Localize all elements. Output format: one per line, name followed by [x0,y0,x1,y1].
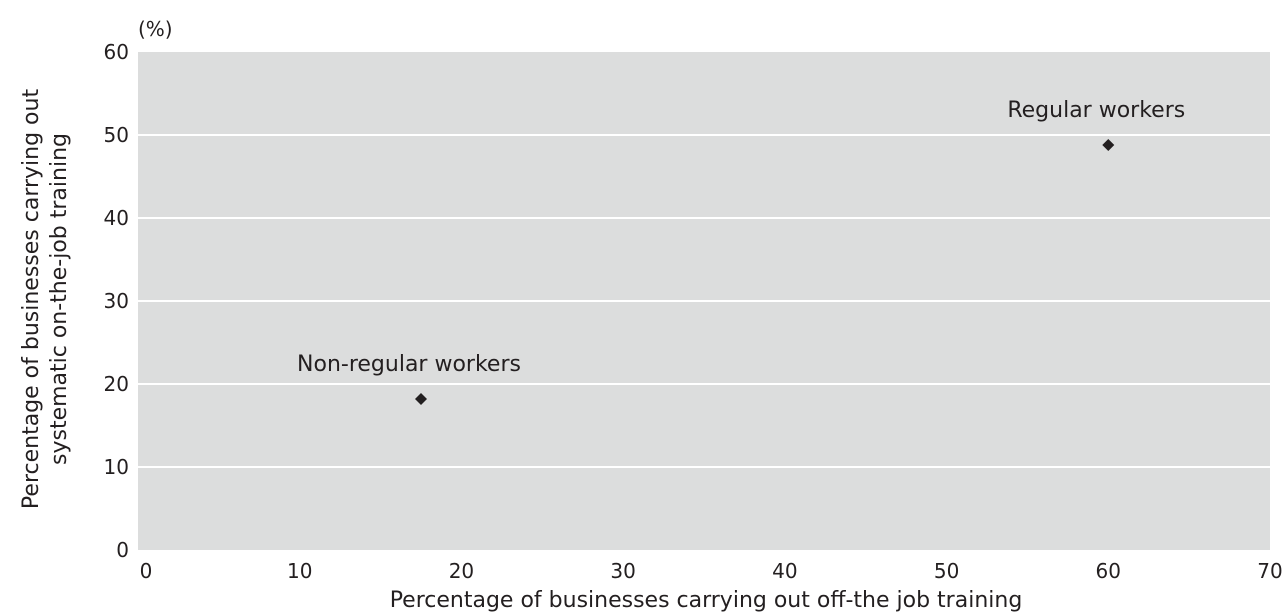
y-axis-unit: (%) [138,17,173,41]
y-tick-label: 0 [116,538,129,562]
y-tick-label: 50 [104,123,129,147]
gridlines [138,134,1270,468]
y-tick-label: 10 [104,455,129,479]
y-axis-label-line-1: Percentage of businesses carrying out [19,89,44,510]
x-tick-label: 60 [1096,559,1121,583]
y-axis-ticks: 0 10 20 30 40 50 60 [104,40,129,562]
data-point-label: Non-regular workers [297,352,521,377]
y-tick-label: 20 [104,372,129,396]
y-axis-label-line-2: systematic on-the-job training [47,133,72,465]
x-tick-label: 50 [934,559,959,583]
x-axis-ticks: 0 10 20 30 40 50 60 70 [140,559,1283,583]
x-tick-label: 20 [449,559,474,583]
x-tick-label: 0 [140,559,153,583]
data-point-label: Regular workers [1007,98,1185,123]
x-axis-label: Percentage of businesses carrying out of… [390,588,1023,612]
y-tick-label: 30 [104,289,129,313]
y-axis-label: Percentage of businesses carrying out sy… [19,89,72,510]
x-tick-label: 10 [287,559,312,583]
y-tick-label: 60 [104,40,129,64]
data-point-marker [415,392,427,405]
y-tick-label: 40 [104,206,129,230]
x-tick-label: 70 [1257,559,1282,583]
x-tick-label: 40 [772,559,797,583]
data-points: Regular workers Non-regular workers [297,98,1185,405]
data-point-marker [1102,138,1115,151]
x-tick-label: 30 [610,559,635,583]
